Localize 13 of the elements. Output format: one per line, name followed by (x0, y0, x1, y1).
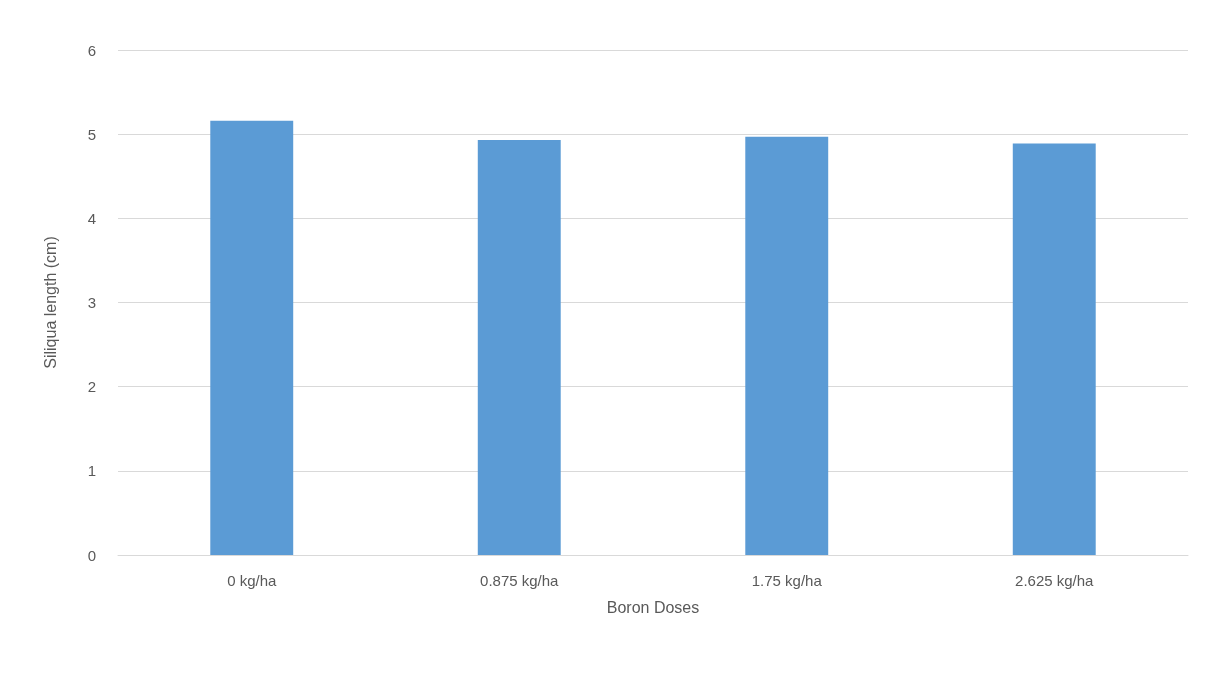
x-tick-label: 2.625 kg/ha (1015, 572, 1095, 589)
y-tick-label: 5 (87, 125, 96, 143)
y-tick-label: 0 (87, 546, 96, 564)
y-tick-label: 1 (87, 462, 96, 480)
y-tick-label: 2 (87, 378, 96, 396)
x-axis-title: Boron Doses (606, 598, 700, 616)
y-tick-label: 3 (87, 294, 96, 311)
x-tick-label: 1.75 kg/ha (751, 572, 823, 589)
x-tick-label: 0.875 kg/ha (480, 572, 560, 589)
y-tick-label: 6 (87, 41, 96, 59)
x-tick-label: 0 kg/ha (227, 572, 277, 589)
y-axis-title: Siliqua length (cm) (41, 236, 59, 369)
y-tick-label: 4 (87, 209, 96, 227)
